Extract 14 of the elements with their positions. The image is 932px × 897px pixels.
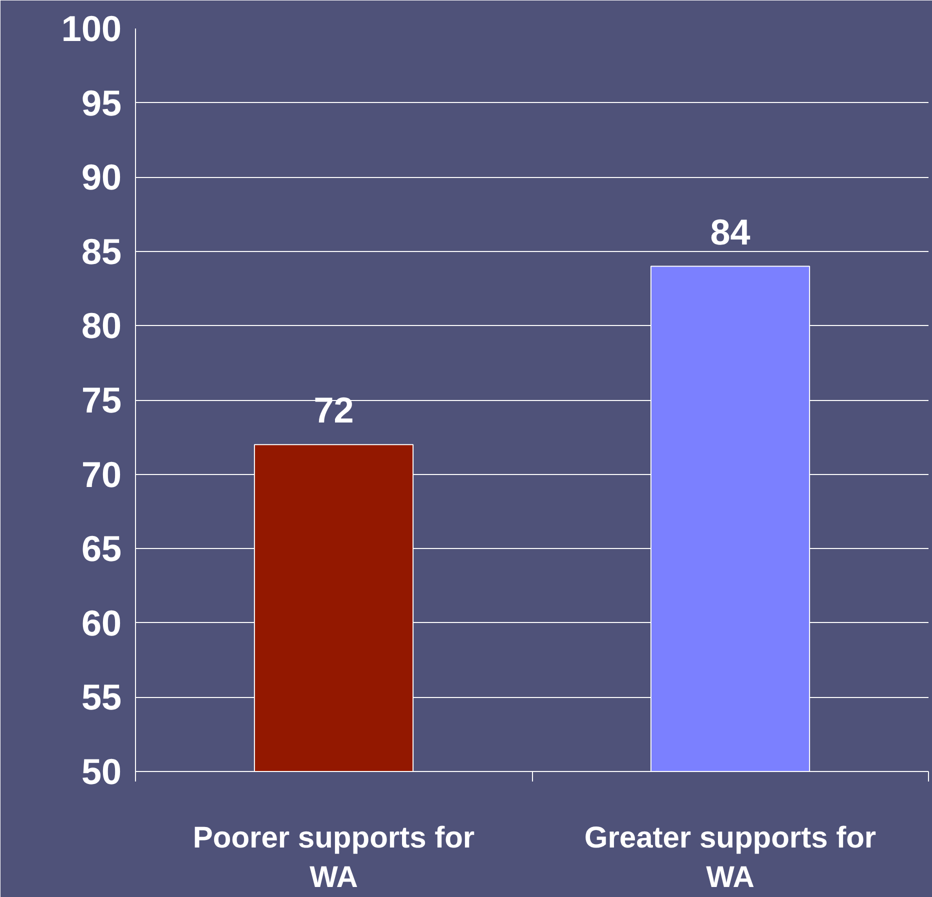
y-tick-label: 85 [81, 230, 122, 272]
y-tick-label: 55 [81, 676, 122, 718]
y-tick-label: 75 [81, 380, 122, 420]
data-label: 84 [710, 211, 750, 252]
y-tick-label: 70 [81, 454, 122, 495]
x-tick-label: Poorer supports for WA [192, 822, 475, 894]
y-tick-label: 95 [81, 82, 122, 124]
x-tick-label: Greater supports for WA [584, 822, 876, 894]
y-tick-label: 60 [81, 602, 122, 644]
y-tick-label: 100 [61, 8, 122, 49]
y-tick-label: 50 [81, 751, 122, 792]
y-tick-label: 90 [81, 156, 122, 198]
y-tick-label: 80 [81, 305, 122, 346]
y-tick-label: 65 [81, 528, 122, 570]
